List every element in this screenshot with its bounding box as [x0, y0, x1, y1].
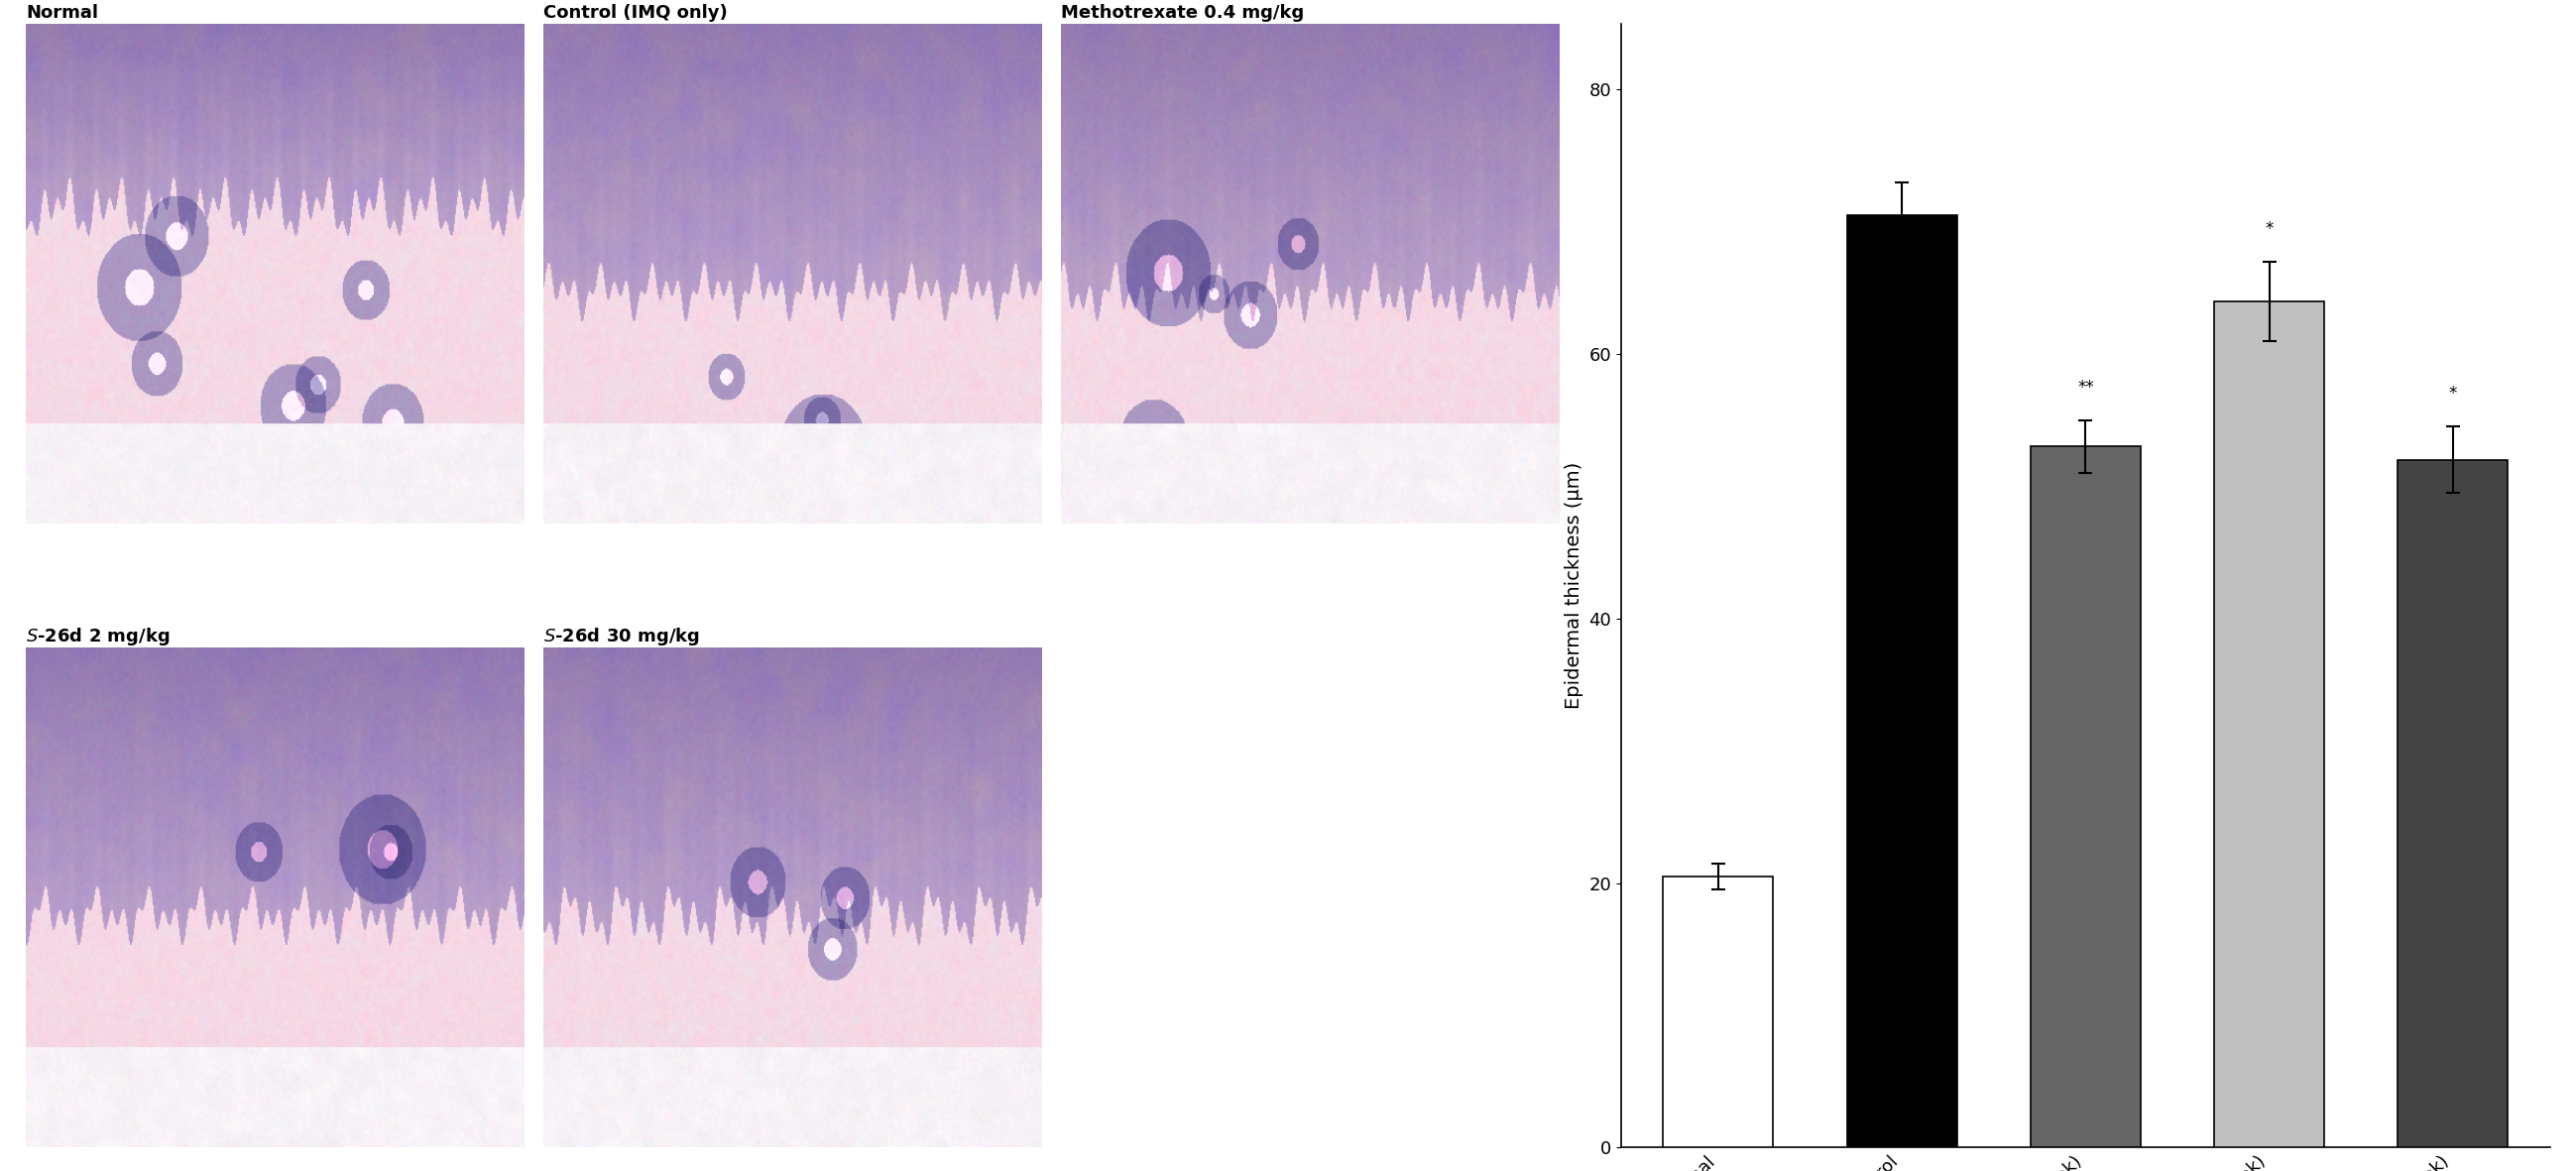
Text: *: *	[2450, 385, 2458, 403]
Bar	[2398, 460, 2509, 1148]
Text: Normal: Normal	[26, 4, 98, 22]
Bar	[1847, 215, 1958, 1148]
Bar	[2030, 446, 2141, 1148]
Bar	[1664, 876, 1772, 1148]
Y-axis label: Epidermal thickness (μm): Epidermal thickness (μm)	[1564, 461, 1584, 710]
Text: **: **	[2076, 378, 2094, 396]
Text: Methotrexate 0.4 mg/kg: Methotrexate 0.4 mg/kg	[1061, 4, 1303, 22]
Text: $\it{S}$-26d 2 mg/kg: $\it{S}$-26d 2 mg/kg	[26, 626, 170, 648]
Bar	[2215, 301, 2324, 1148]
Text: $\it{S}$-26d 30 mg/kg: $\it{S}$-26d 30 mg/kg	[544, 626, 701, 648]
Text: Control (IMQ only): Control (IMQ only)	[544, 4, 729, 22]
Text: *: *	[2264, 220, 2275, 238]
